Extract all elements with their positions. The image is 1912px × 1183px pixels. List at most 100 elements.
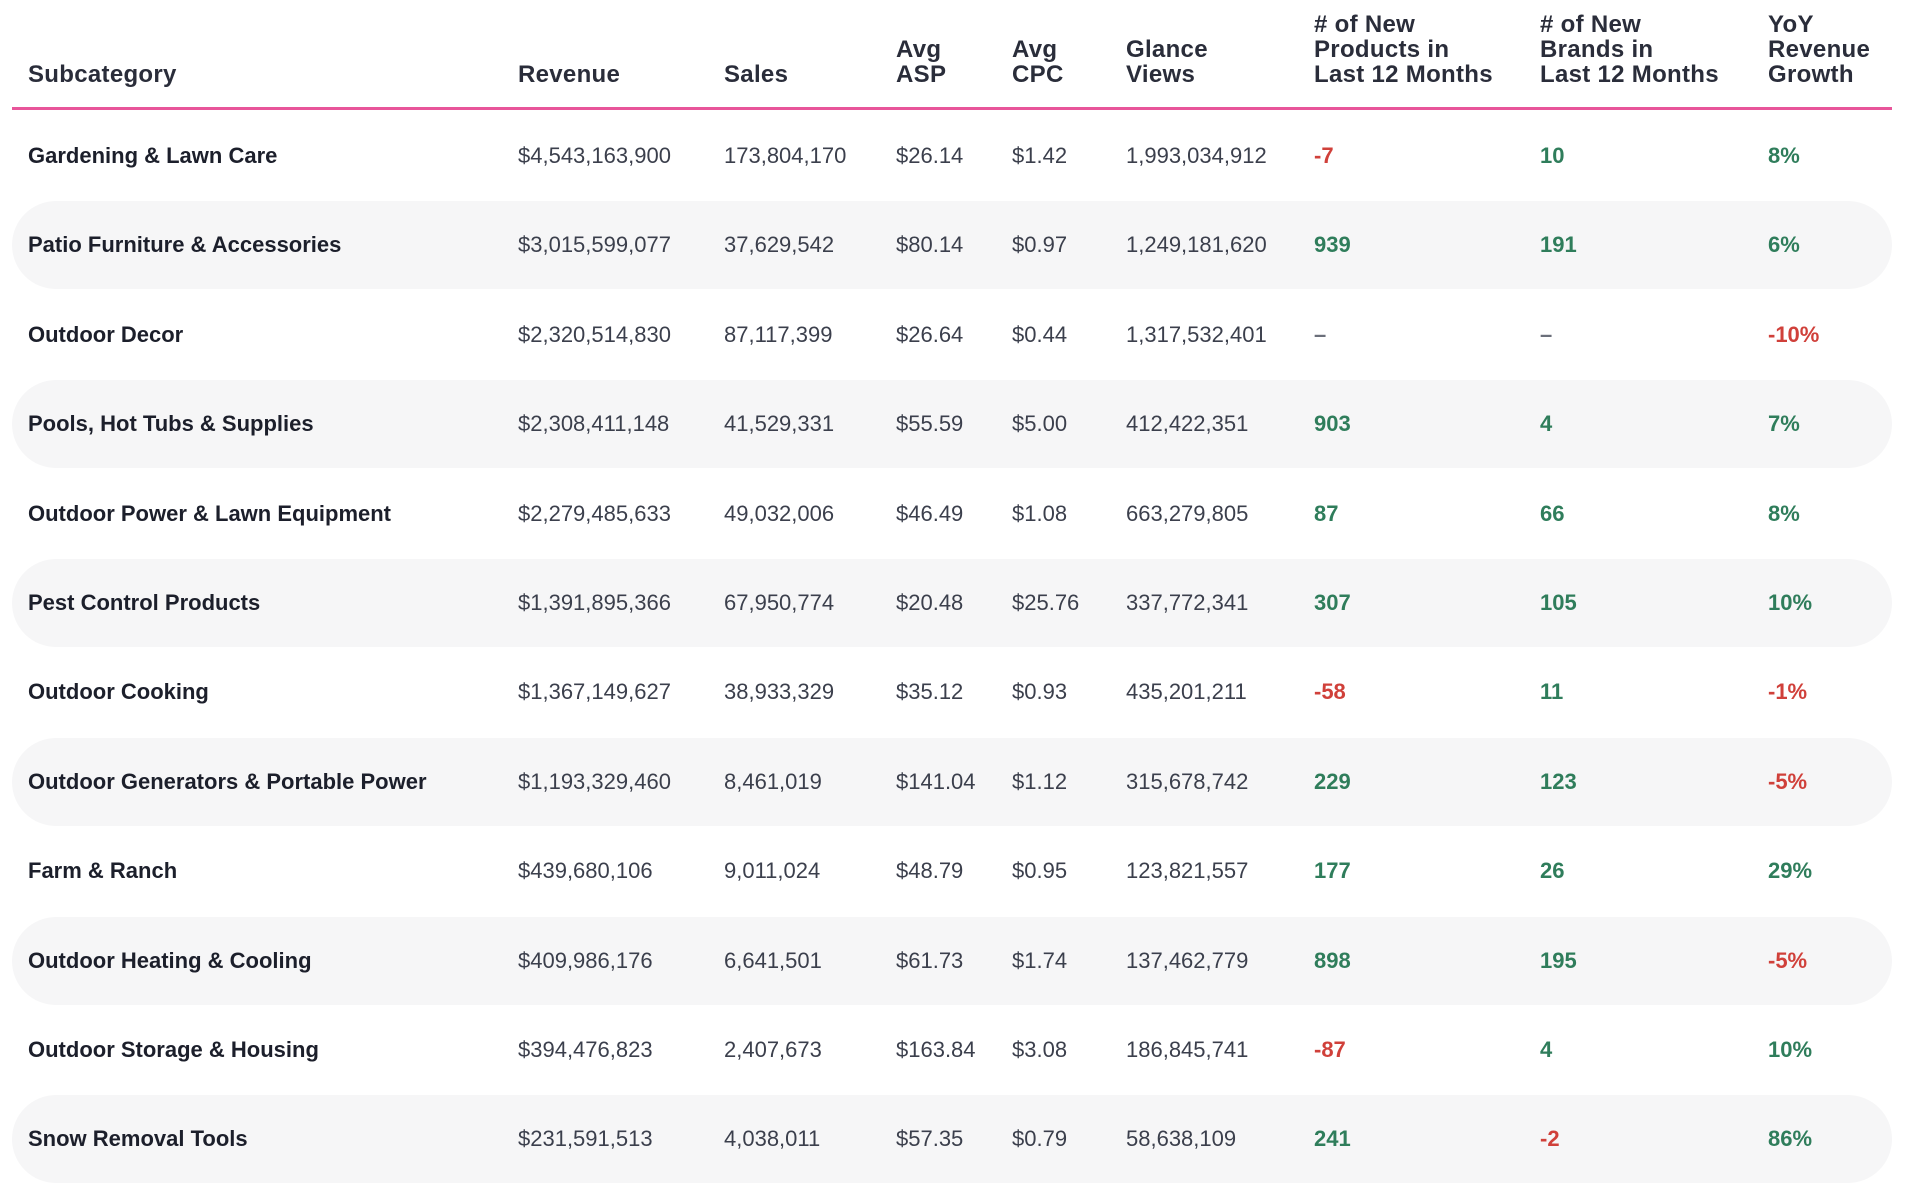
cell-new-products: 307	[1314, 590, 1351, 615]
table-row: Outdoor Heating & Cooling $409,986,176 6,6…	[12, 916, 1892, 1005]
cell-new-brands: 66	[1540, 500, 1565, 526]
cell-new-brands: 4	[1540, 1037, 1553, 1062]
cell-yoy-growth: 8%	[1768, 143, 1800, 168]
table-row: Patio Furniture & Accessories $3,015,599,…	[12, 201, 1892, 290]
header-sales: Sales	[724, 61, 789, 88]
cell-avg-asp: $57.35	[896, 1126, 964, 1152]
header-new-products: # of New Products in Last 12 Months	[1314, 11, 1493, 88]
cell-avg-asp: $20.48	[896, 590, 964, 615]
cell-revenue: $4,543,163,900	[518, 143, 671, 168]
cell-revenue: $409,986,176	[518, 947, 653, 973]
cell-yoy-growth: 6%	[1768, 232, 1800, 258]
cell-avg-asp: $26.14	[896, 143, 964, 168]
cell-subcategory: Outdoor Generators & Portable Power	[28, 768, 427, 794]
cell-sales: 37,629,542	[724, 232, 835, 258]
cell-glance-views: 58,638,109	[1126, 1126, 1237, 1152]
cell-new-products: 87	[1314, 500, 1339, 526]
header-revenue: Revenue	[518, 61, 621, 88]
header-yoy-growth: YoY Revenue Growth	[1768, 11, 1871, 88]
cell-new-brands: 191	[1540, 232, 1577, 258]
cell-subcategory: Patio Furniture & Accessories	[28, 232, 342, 258]
cell-yoy-growth: 8%	[1768, 500, 1800, 526]
cell-subcategory: Outdoor Cooking	[28, 679, 209, 705]
header-new-brands: # of New Brands in Last 12 Months	[1540, 11, 1719, 88]
cell-subcategory: Pools, Hot Tubs & Supplies	[28, 411, 314, 437]
cell-avg-asp: $141.04	[896, 768, 976, 794]
table-row: Outdoor Decor $2,320,514,830 87,117,399 $26…	[12, 291, 1892, 379]
cell-revenue: $394,476,823	[518, 1037, 653, 1062]
cell-avg-cpc: $1.42	[1012, 143, 1068, 168]
cell-subcategory: Outdoor Heating & Cooling	[28, 947, 312, 973]
header-avg-cpc: Avg CPC	[1012, 36, 1064, 88]
cell-subcategory: Pest Control Products	[28, 590, 261, 615]
cell-new-brands: 105	[1540, 590, 1577, 615]
header-glance-views: Glance Views	[1126, 36, 1208, 88]
cell-sales: 38,933,329	[724, 679, 835, 705]
cell-new-brands: 4	[1540, 411, 1553, 437]
cell-avg-cpc: $1.74	[1012, 947, 1068, 973]
table-header: Subcategory Revenue Sales Avg ASP Avg CP…	[12, 0, 1892, 110]
data-table: Subcategory Revenue Sales Avg ASP Avg CP…	[12, 0, 1892, 1183]
cell-glance-views: 186,845,741	[1126, 1037, 1249, 1062]
cell-avg-asp: $26.64	[896, 321, 964, 347]
cell-revenue: $1,193,329,460	[518, 768, 671, 794]
cell-revenue: $1,367,149,627	[518, 679, 671, 705]
cell-yoy-growth: 7%	[1768, 411, 1800, 437]
header-subcategory: Subcategory	[28, 61, 177, 88]
cell-avg-cpc: $0.95	[1012, 858, 1068, 884]
cell-new-products: 903	[1314, 411, 1351, 437]
cell-sales: 2,407,673	[724, 1037, 822, 1062]
table-row: Outdoor Power & Lawn Equipment $2,279,485…	[12, 470, 1892, 558]
cell-new-products: 241	[1314, 1126, 1351, 1152]
cell-yoy-growth: -5%	[1768, 947, 1808, 973]
cell-subcategory: Snow Removal Tools	[28, 1126, 248, 1152]
cell-avg-asp: $46.49	[896, 500, 964, 526]
cell-new-brands: 195	[1540, 947, 1577, 973]
cell-glance-views: 1,317,532,401	[1126, 321, 1267, 347]
table-row: Outdoor Storage & Housing $394,476,823 2,4…	[12, 1006, 1892, 1094]
cell-sales: 8,461,019	[724, 768, 822, 794]
cell-revenue: $2,279,485,633	[518, 500, 671, 526]
cell-yoy-growth: -1%	[1768, 679, 1808, 705]
cell-new-products: –	[1314, 321, 1327, 347]
cell-sales: 4,038,011	[724, 1126, 821, 1152]
table-row: Pest Control Products $1,391,895,366 67,95…	[12, 559, 1892, 647]
cell-new-products: -87	[1314, 1037, 1346, 1062]
cell-subcategory: Gardening & Lawn Care	[28, 143, 278, 168]
cell-avg-asp: $48.79	[896, 858, 964, 884]
cell-revenue: $1,391,895,366	[518, 590, 671, 615]
cell-avg-cpc: $25.76	[1012, 590, 1080, 615]
cell-new-products: -7	[1314, 143, 1334, 168]
cell-avg-cpc: $3.08	[1012, 1037, 1068, 1062]
cell-new-products: 177	[1314, 858, 1351, 884]
cell-yoy-growth: 29%	[1768, 858, 1813, 884]
cell-sales: 6,641,501	[724, 947, 822, 973]
cell-avg-cpc: $0.93	[1012, 679, 1068, 705]
cell-avg-asp: $163.84	[896, 1037, 976, 1062]
cell-glance-views: 315,678,742	[1126, 768, 1249, 794]
table-row: Pools, Hot Tubs & Supplies $2,308,411,148…	[12, 380, 1892, 469]
cell-avg-asp: $55.59	[896, 411, 964, 437]
cell-revenue: $2,320,514,830	[518, 321, 671, 347]
cell-subcategory: Outdoor Power & Lawn Equipment	[28, 500, 391, 526]
cell-glance-views: 435,201,211	[1126, 679, 1247, 705]
cell-avg-cpc: $1.12	[1012, 768, 1068, 794]
table-row: Outdoor Cooking $1,367,149,627 38,933,329 $…	[12, 648, 1892, 736]
cell-avg-cpc: $0.97	[1012, 232, 1068, 258]
cell-avg-cpc: $0.44	[1012, 321, 1068, 347]
cell-yoy-growth: 10%	[1768, 590, 1813, 615]
table-row: Snow Removal Tools $231,591,513 4,038,011 $…	[12, 1095, 1892, 1183]
cell-new-products: -58	[1314, 679, 1346, 705]
cell-glance-views: 137,462,779	[1126, 947, 1249, 973]
cell-glance-views: 1,993,034,912	[1126, 143, 1267, 168]
table-row: Outdoor Generators & Portable Power $1,19…	[12, 737, 1892, 826]
cell-yoy-growth: 86%	[1768, 1126, 1813, 1152]
cell-new-brands: 11	[1540, 679, 1564, 705]
cell-sales: 173,804,170	[724, 143, 847, 168]
cell-revenue: $439,680,106	[518, 858, 653, 884]
cell-avg-asp: $80.14	[896, 232, 964, 258]
cell-new-products: 898	[1314, 947, 1351, 973]
table-row: Farm & Ranch $439,680,106 9,011,024 $48.79 $…	[12, 827, 1892, 915]
cell-avg-cpc: $5.00	[1012, 411, 1068, 437]
cell-new-brands: -2	[1540, 1126, 1560, 1152]
